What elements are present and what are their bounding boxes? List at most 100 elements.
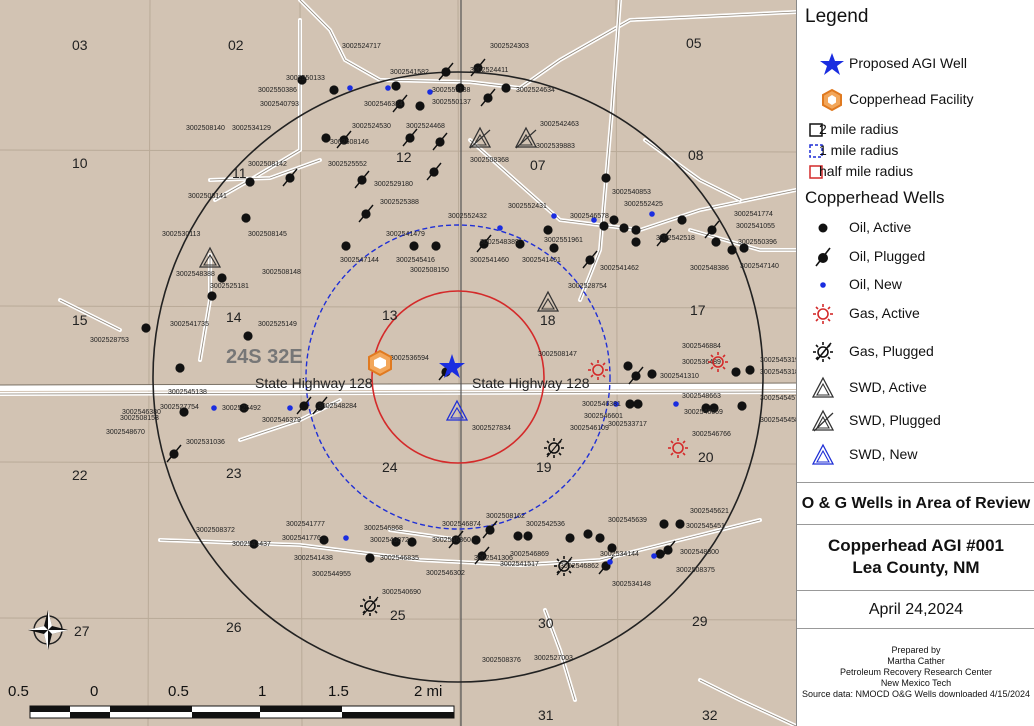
oil-active-well <box>241 213 251 223</box>
plug-slash <box>312 396 328 415</box>
well-label: 3002552432 <box>448 213 487 220</box>
well-label: 3002529180 <box>374 181 413 188</box>
oil-active-well <box>415 101 425 111</box>
section-number: 19 <box>536 459 552 475</box>
oil-active-well <box>675 519 685 529</box>
well-label: 3002541055 <box>736 223 775 230</box>
oil-active-well <box>513 531 523 541</box>
well-label: 3002541517 <box>500 561 539 568</box>
plug-slash <box>628 366 644 385</box>
swd-plugged-well <box>514 126 538 149</box>
well-label: 3002508375 <box>676 567 715 574</box>
well-label: 3002508150 <box>410 267 449 274</box>
oil-active-well <box>217 273 227 283</box>
well-label: 3002546669 <box>684 409 723 416</box>
well-label: 3002546766 <box>692 431 731 438</box>
oil-new-well <box>649 211 655 217</box>
section-number: 29 <box>692 613 708 629</box>
two-mile-radius <box>152 71 764 683</box>
well-label: 3002546302 <box>426 570 465 577</box>
oil-active-well <box>391 81 401 91</box>
road-edge <box>0 391 796 395</box>
oil-new-icon <box>820 282 826 288</box>
oil-active-well <box>319 535 329 545</box>
well-label: 3002546874 <box>442 521 481 528</box>
map-heading: O & G Wells in Area of Review <box>801 495 1031 512</box>
legend-item-swd-plugged: SWD, Plugged <box>797 409 1033 433</box>
oil-active-well <box>609 215 619 225</box>
project-county: Lea County, NM <box>852 558 980 577</box>
legend-item-two-mile: 2 mile radius <box>797 118 1033 142</box>
oil-new-well <box>551 213 557 219</box>
well-label: 3002548284 <box>318 403 357 410</box>
well-label: 3002546380 <box>122 409 161 416</box>
well-label: 3002530113 <box>162 231 201 238</box>
road-edge <box>209 159 321 181</box>
wells-layer <box>141 58 755 575</box>
well-label: 3002525492 <box>222 405 261 412</box>
well-label: 3002545458 <box>760 417 796 424</box>
legend-title: Legend <box>805 6 869 27</box>
section-number: 25 <box>390 607 406 623</box>
section-number: 02 <box>228 37 244 53</box>
well-label: 3002541735 <box>170 321 209 328</box>
oil-active-icon <box>818 223 828 233</box>
north-arrow-icon <box>28 610 68 650</box>
oil-new-well <box>591 217 597 223</box>
oil-active-well <box>565 533 575 543</box>
copperhead-facility <box>368 349 392 377</box>
oil-active-well <box>701 403 711 413</box>
section-line <box>615 0 619 726</box>
well-label: 3002541462 <box>600 265 639 272</box>
plug-slash <box>480 88 496 107</box>
plug-slash <box>470 58 486 77</box>
well-label: 3002539883 <box>536 143 575 150</box>
oil-active-well <box>583 529 593 539</box>
oil-active-well <box>207 291 217 301</box>
well-label: 3002524303 <box>490 43 529 50</box>
legend-item-gas-plugged: Gas, Plugged <box>797 340 1033 364</box>
half-mile-radius <box>371 290 545 464</box>
legend-item-swd-active: SWD, Active <box>797 376 1033 400</box>
gas-active-well <box>708 352 728 372</box>
well-label: 3002548388 <box>176 271 215 278</box>
oil-new-well <box>287 405 293 411</box>
legend-item-oil-new: Oil, New <box>797 273 1033 297</box>
oil-new-well <box>343 535 349 541</box>
well-label: 3002550386 <box>258 87 297 94</box>
well-label: 3002548386 <box>690 265 729 272</box>
gas-plugged-well <box>554 556 574 576</box>
well-label: 3002508372 <box>196 527 235 534</box>
plug-slash <box>656 228 672 247</box>
section-line <box>0 617 796 621</box>
plug-slash <box>426 162 442 181</box>
well-label: 3002546872 <box>370 537 409 544</box>
oil-active-well <box>739 243 749 253</box>
well-label: 3002547140 <box>740 263 779 270</box>
plug-slash <box>166 444 182 463</box>
well-label: 3002552431 <box>508 203 547 210</box>
oil-new-well <box>497 225 503 231</box>
plug-slash <box>282 168 298 187</box>
well-label: 3002546869 <box>510 551 549 558</box>
road-edge <box>239 399 341 441</box>
scale-label: 2 mi <box>414 683 442 700</box>
oil-new-well <box>211 405 217 411</box>
gas-plugged-well <box>544 438 564 458</box>
section-number: 18 <box>540 312 556 328</box>
square-blue-dashed-icon <box>809 144 823 158</box>
oil-active-well <box>745 365 755 375</box>
well-label: 3002525388 <box>380 199 419 206</box>
road-edge <box>699 679 796 726</box>
map-heading-box: O & G Wells in Area of Review <box>797 482 1034 524</box>
oil-active-well <box>297 75 307 85</box>
well-label: 3002536594 <box>390 355 429 362</box>
well-label: 3002545138 <box>168 389 207 396</box>
well-label: 3002541479 <box>386 231 425 238</box>
well-label: 3002536489 <box>682 359 721 366</box>
oil-active-well <box>409 241 419 251</box>
oil-active-well <box>329 85 339 95</box>
oil-new-well <box>385 85 391 91</box>
